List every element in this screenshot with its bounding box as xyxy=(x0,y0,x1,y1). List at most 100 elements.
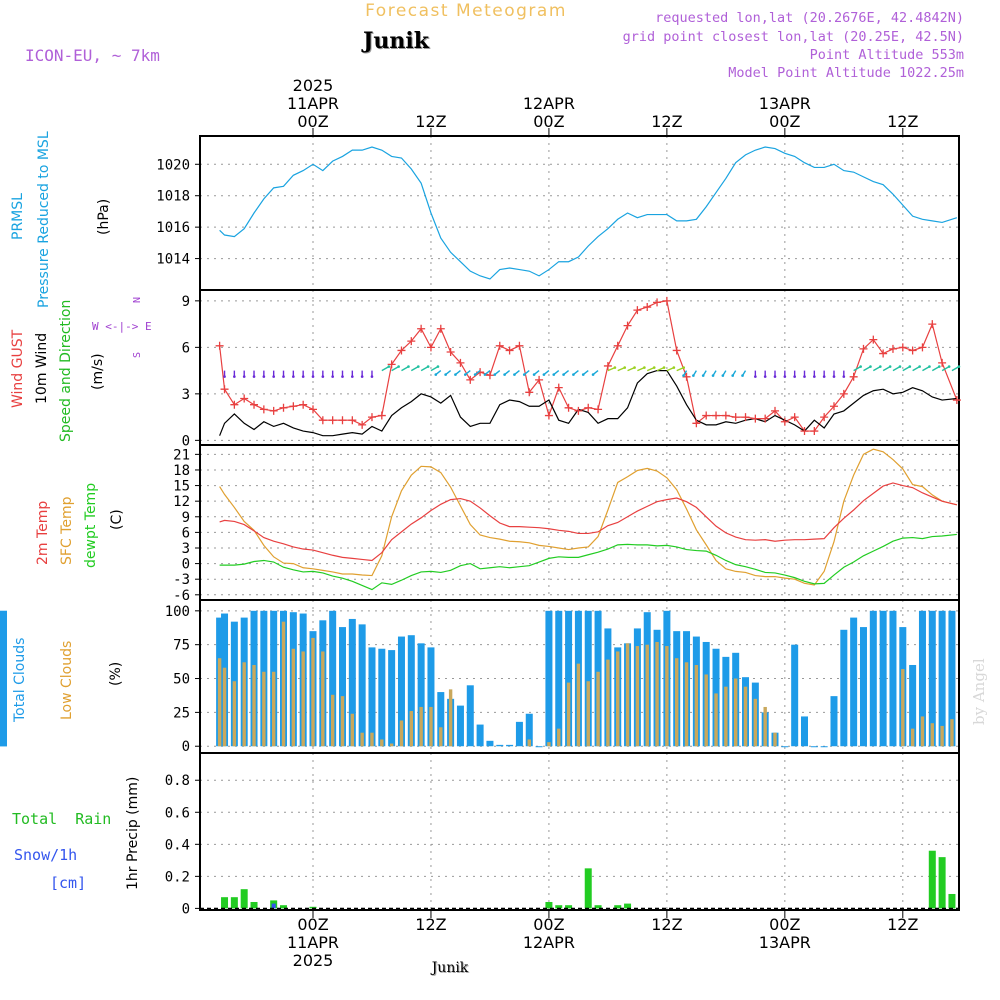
wind-arrow-head xyxy=(434,373,438,376)
y-tick-label: 1014 xyxy=(156,252,190,268)
temp-labels: 2m Temp SFC Temp dewpt Temp (C) xyxy=(35,483,125,568)
y-tick-label: 0.2 xyxy=(165,869,190,885)
gust-point xyxy=(908,346,917,355)
gust-point xyxy=(702,411,711,420)
y-tick-label: 15 xyxy=(173,479,190,495)
wind-arrow-head xyxy=(633,366,636,369)
total-cloud-bar xyxy=(388,650,396,747)
wind-arrow-head xyxy=(763,375,767,378)
wind-arrow-head xyxy=(754,375,757,378)
low-cloud-bar xyxy=(448,689,453,747)
total-cloud-bar xyxy=(850,617,858,747)
sfc-temp-label: SFC Temp xyxy=(59,496,75,565)
gust-point xyxy=(417,324,426,333)
gust-point xyxy=(544,411,553,420)
bottom-time-label: 00Z xyxy=(533,915,564,934)
wind-series xyxy=(216,297,961,437)
gust-point xyxy=(564,403,573,412)
low-cloud-bar xyxy=(242,662,246,747)
low-cloud-bar xyxy=(389,743,394,747)
wind-arrow-head xyxy=(473,373,477,376)
wind-arrow-head xyxy=(928,365,931,368)
low-cloud-bar xyxy=(429,706,433,747)
gust-point xyxy=(829,402,838,411)
low-cloud-bar xyxy=(684,662,689,747)
total-cloud-bar xyxy=(348,618,356,747)
prmsl-label: PRMSL xyxy=(10,193,26,240)
prmsl-line xyxy=(219,146,958,280)
bottom-time-label: 12Z xyxy=(887,915,918,934)
low-cloud-bar xyxy=(321,651,325,747)
wind-arrow-head xyxy=(542,373,546,376)
y-tick-label: 12 xyxy=(173,494,190,510)
gust-point xyxy=(672,346,681,355)
wind-arrow-head xyxy=(721,374,725,377)
gust-point xyxy=(859,344,868,353)
wind-arrow-head xyxy=(351,375,354,378)
wind-arrow-head xyxy=(341,375,344,378)
total-cloud-bar xyxy=(427,647,435,747)
gust-point xyxy=(387,360,396,369)
wind-arrow-head xyxy=(813,375,816,378)
bottom-time-label: 00Z xyxy=(769,915,800,934)
top-time-label: 00Z xyxy=(533,112,564,131)
wind-arrow xyxy=(931,365,940,372)
total-cloud-bar xyxy=(358,624,366,747)
wind-arrow-head xyxy=(773,375,777,378)
gust-point xyxy=(790,413,799,422)
low-cloud-bar xyxy=(950,719,954,747)
gust-point xyxy=(849,372,858,381)
y-tick-label: 0 xyxy=(182,433,190,449)
low-cloud-bar xyxy=(566,682,571,747)
gust-point xyxy=(318,416,327,425)
wind-arrow-head xyxy=(662,366,666,369)
low-cloud-bar xyxy=(635,646,640,747)
gust-point xyxy=(879,349,888,358)
grid-point: grid point closest lon,lat (20.25E, 42.5… xyxy=(623,29,964,45)
wind-arrow xyxy=(892,365,901,372)
low-cloud-bar xyxy=(763,706,767,747)
y-tick-label: 50 xyxy=(173,672,190,688)
y-tick-label: 0.6 xyxy=(165,805,190,821)
y-tick-label: 1018 xyxy=(156,189,190,205)
y-tick-label: 9 xyxy=(182,294,190,310)
low-cloud-bar xyxy=(714,693,718,747)
model-name: ICON-EU, ~ 7km xyxy=(25,46,160,65)
total-cloud-bar xyxy=(407,635,415,747)
pressure-labels: PRMSL Pressure Reduced to MSL (hPa) xyxy=(10,131,112,308)
wind-arrow-head xyxy=(493,373,497,376)
wind-10m-label: 10m Wind xyxy=(34,333,50,404)
gust-point xyxy=(407,337,416,346)
y-tick-label: 0 xyxy=(182,739,190,755)
total-cloud-bar xyxy=(909,664,917,747)
y-tick-label: 0 xyxy=(182,901,190,917)
total-cloud-bar xyxy=(801,716,808,747)
sfc-temp-line xyxy=(219,448,958,586)
gust-point xyxy=(279,403,288,412)
total-cloud-bar xyxy=(515,721,523,747)
temp-series xyxy=(219,448,958,591)
wind-line xyxy=(219,370,957,437)
wind-arrow-head xyxy=(444,373,447,376)
wind-arrow xyxy=(951,365,960,372)
gust-line xyxy=(219,300,958,432)
total-cloud-bar xyxy=(486,740,494,747)
wind-arrow-head xyxy=(397,365,400,368)
wind-arrow-head xyxy=(321,375,325,378)
wind-arrow xyxy=(391,365,399,372)
y-tick-label: 0.8 xyxy=(165,773,190,789)
wind-arrow-head xyxy=(581,373,585,376)
top-time-label: 2025 xyxy=(293,76,334,95)
panel-frame xyxy=(199,444,960,601)
wind-arrow-head xyxy=(301,375,305,378)
gust-point xyxy=(721,411,730,420)
low-cloud-bar xyxy=(930,723,934,747)
gust-point xyxy=(446,348,455,356)
rain-bar xyxy=(594,905,602,909)
gust-point xyxy=(240,394,249,403)
wind-arrow xyxy=(922,365,930,372)
wind-arrow-head xyxy=(252,375,256,378)
wind-arrow-head xyxy=(483,373,487,376)
